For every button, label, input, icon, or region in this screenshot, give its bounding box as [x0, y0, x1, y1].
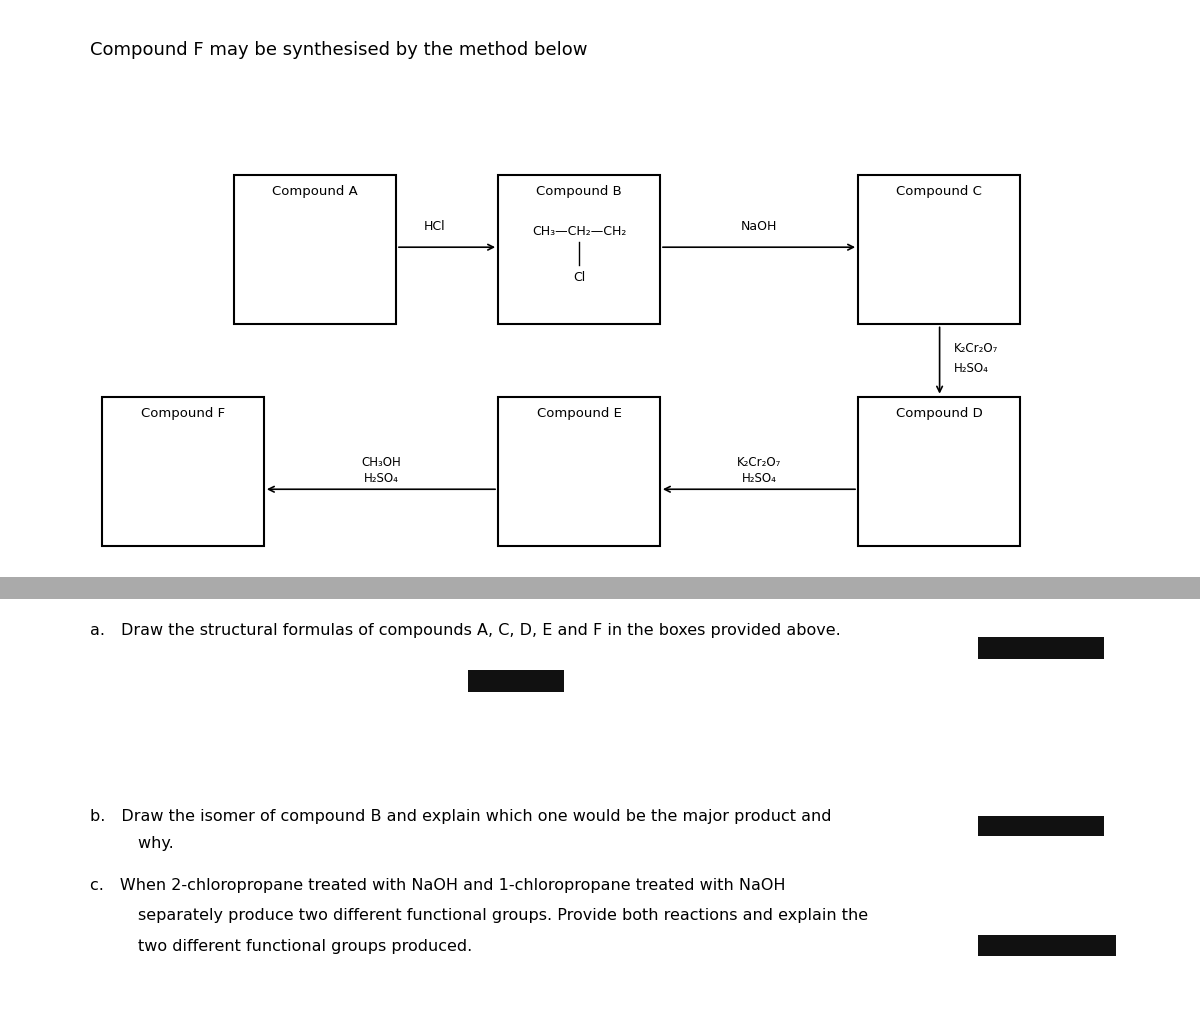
- Bar: [498, 397, 660, 546]
- Text: K₂Cr₂O₇: K₂Cr₂O₇: [737, 455, 781, 469]
- Text: Cl: Cl: [572, 271, 586, 283]
- Text: Compound D: Compound D: [895, 407, 983, 420]
- Text: Compound C: Compound C: [896, 185, 982, 199]
- Text: why.: why.: [90, 836, 174, 852]
- Bar: [498, 175, 660, 324]
- Text: K₂Cr₂O₇: K₂Cr₂O₇: [954, 342, 998, 354]
- Text: NaOH: NaOH: [740, 219, 778, 233]
- Text: two different functional groups produced.: two different functional groups produced…: [90, 939, 473, 955]
- Text: separately produce two different functional groups. Provide both reactions and e: separately produce two different functio…: [90, 908, 868, 924]
- Bar: [234, 175, 396, 324]
- Text: H₂SO₄: H₂SO₄: [954, 363, 989, 375]
- Text: Compound E: Compound E: [536, 407, 622, 420]
- Text: H₂SO₄: H₂SO₄: [364, 472, 398, 485]
- Bar: [978, 816, 1104, 836]
- Text: a. Draw the structural formulas of compounds A, C, D, E and F in the boxes provi: a. Draw the structural formulas of compo…: [90, 623, 841, 639]
- Bar: [858, 175, 1020, 324]
- Bar: [978, 637, 1104, 659]
- Bar: [468, 670, 564, 692]
- Text: c. When 2-chloropropane treated with NaOH and 1-chloropropane treated with NaOH: c. When 2-chloropropane treated with NaO…: [90, 878, 786, 893]
- Text: Compound F: Compound F: [140, 407, 226, 420]
- Text: b. Draw the isomer of compound B and explain which one would be the major produc: b. Draw the isomer of compound B and exp…: [90, 809, 832, 824]
- Text: CH₃OH: CH₃OH: [361, 455, 401, 469]
- Bar: [0, 577, 1200, 599]
- Text: Compound A: Compound A: [272, 185, 358, 199]
- Text: HCl: HCl: [424, 219, 446, 233]
- Bar: [858, 397, 1020, 546]
- Text: Compound F may be synthesised by the method below: Compound F may be synthesised by the met…: [90, 41, 588, 59]
- Text: H₂SO₄: H₂SO₄: [742, 472, 776, 485]
- Text: Compound B: Compound B: [536, 185, 622, 199]
- Bar: [102, 397, 264, 546]
- Text: CH₃—CH₂—CH₂: CH₃—CH₂—CH₂: [532, 226, 626, 238]
- Bar: [978, 935, 1116, 956]
